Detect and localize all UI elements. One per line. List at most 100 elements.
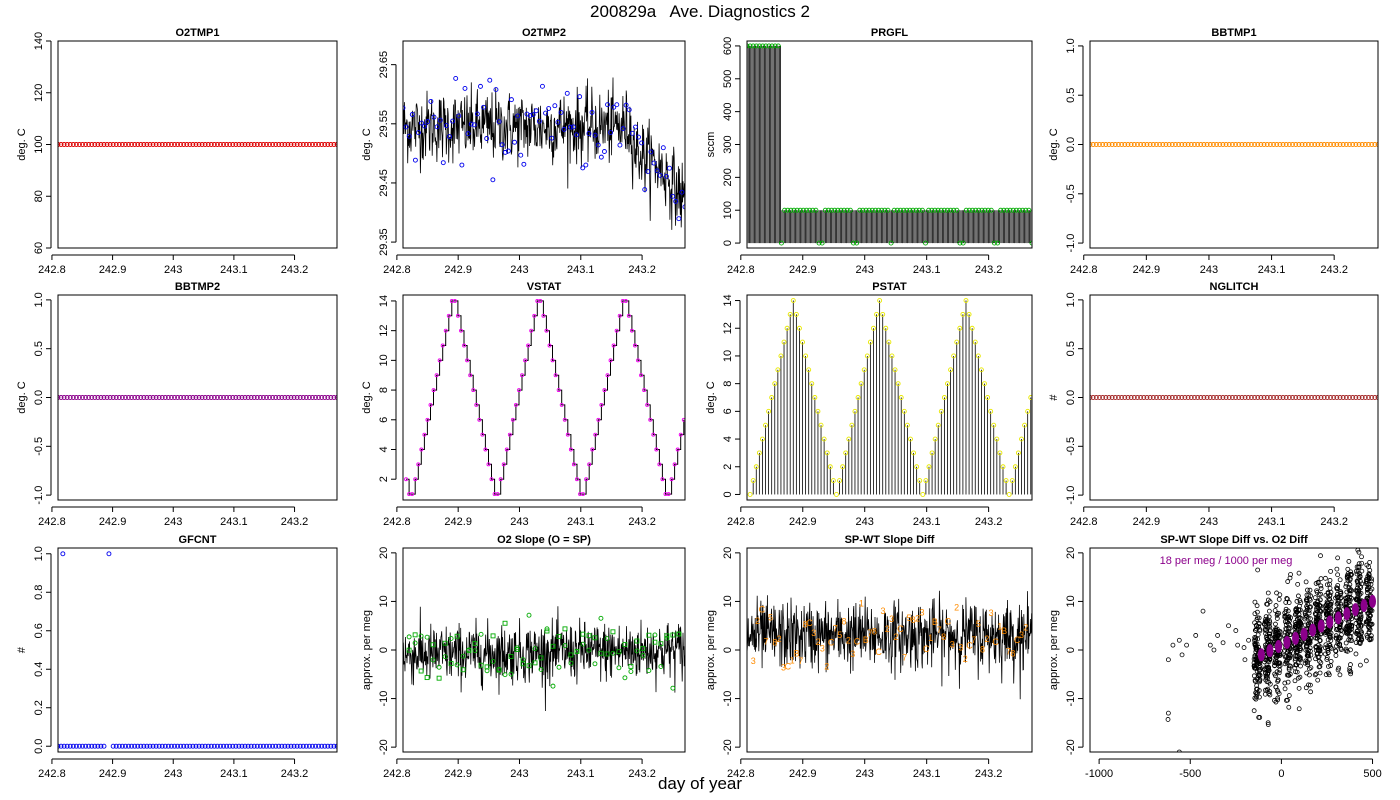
data-point <box>632 124 638 130</box>
data-point <box>666 492 671 497</box>
data-point <box>437 117 443 123</box>
data-point <box>294 142 300 147</box>
data-point <box>672 462 677 467</box>
data-point <box>515 113 521 119</box>
code-label: 8 <box>980 644 985 654</box>
data-point <box>1363 621 1369 627</box>
chart-title-vstat: VSTAT <box>527 281 562 293</box>
data-square <box>460 667 466 673</box>
data-point <box>211 142 217 147</box>
data-point <box>1358 637 1364 642</box>
x-tick-label: 242.9 <box>99 768 127 780</box>
data-point <box>1357 584 1363 589</box>
data-square <box>652 639 658 645</box>
data-point <box>1307 596 1312 602</box>
data-point <box>504 447 509 452</box>
data-point <box>168 395 174 400</box>
data-point <box>1198 395 1204 400</box>
data-point <box>239 395 245 400</box>
data-point <box>1135 142 1140 147</box>
data-point <box>454 662 460 668</box>
x-axis-gfcnt: 242.8 242.9 243 243.1 243.2 <box>38 758 308 780</box>
code-label: 8 <box>1010 648 1015 658</box>
data-point <box>92 142 98 147</box>
data-point <box>282 395 288 400</box>
data-point <box>245 395 251 400</box>
code-label: C <box>828 638 835 648</box>
data-point <box>1025 408 1031 414</box>
y-tick-label: 0.5 <box>1065 88 1077 103</box>
code-label: 7 <box>971 635 976 645</box>
data-point <box>598 154 604 160</box>
data-point <box>892 367 898 373</box>
data-point <box>673 198 679 204</box>
data-point <box>1128 142 1134 147</box>
data-point <box>123 395 128 400</box>
data-point <box>1306 640 1312 645</box>
data-point <box>190 395 196 400</box>
data-point <box>1369 576 1374 582</box>
data-point <box>1179 652 1185 658</box>
code-label: 3 <box>751 656 756 666</box>
data-point <box>440 160 446 166</box>
data-point <box>224 743 230 749</box>
data-point <box>270 395 276 400</box>
data-point <box>1317 597 1323 603</box>
data-point <box>1264 395 1270 400</box>
data-point <box>1295 649 1301 655</box>
data-point <box>443 123 449 129</box>
x-tick-label: 243 <box>856 516 874 528</box>
data-point <box>239 142 245 147</box>
data-point <box>1286 395 1292 400</box>
data-point <box>935 207 941 213</box>
data-point <box>509 97 514 103</box>
data-point <box>1160 142 1166 147</box>
data-point <box>838 207 844 213</box>
y-tick-label: 12 <box>378 325 390 337</box>
data-point <box>806 367 812 373</box>
data-point <box>150 395 156 400</box>
series-prgfl-average <box>747 43 1032 246</box>
series-vstat-average <box>404 298 685 497</box>
y-tick-label: 10 <box>378 354 390 366</box>
data-point <box>1160 395 1166 400</box>
data-point <box>1350 142 1356 147</box>
series-bbtmp1-bbtmp1 <box>1090 142 1378 147</box>
data-point <box>1302 622 1308 628</box>
data-point <box>1290 395 1295 400</box>
data-point <box>1335 555 1341 561</box>
x-axis-o2tmp1: 242.8 242.9 243 243.1 243.2 <box>38 254 308 276</box>
data-point <box>1343 584 1349 589</box>
data-point <box>1324 535 1328 539</box>
code-label: C <box>806 618 813 628</box>
data-point <box>979 207 985 213</box>
data-point <box>1274 687 1280 693</box>
data-point <box>248 395 254 400</box>
data-point <box>1292 678 1298 684</box>
data-point <box>1367 559 1373 565</box>
data-point <box>453 75 459 81</box>
data-point <box>1286 616 1292 622</box>
data-point <box>1210 395 1216 400</box>
data-point <box>675 447 680 452</box>
data-point <box>614 328 619 333</box>
data-point <box>1349 630 1354 635</box>
data-point <box>1324 602 1330 608</box>
data-point <box>61 743 67 749</box>
data-point <box>205 142 211 147</box>
data-point <box>300 743 306 749</box>
data-point <box>175 743 181 749</box>
data-point <box>484 668 490 674</box>
data-point <box>474 111 480 117</box>
data-point <box>224 142 230 147</box>
data-point <box>430 657 436 663</box>
data-point <box>487 77 493 83</box>
data-point <box>1309 395 1314 400</box>
data-point <box>972 339 978 345</box>
data-point <box>604 636 610 641</box>
data-point <box>857 207 863 213</box>
data-point <box>1298 663 1303 669</box>
data-point <box>230 142 236 147</box>
data-point <box>846 436 852 442</box>
